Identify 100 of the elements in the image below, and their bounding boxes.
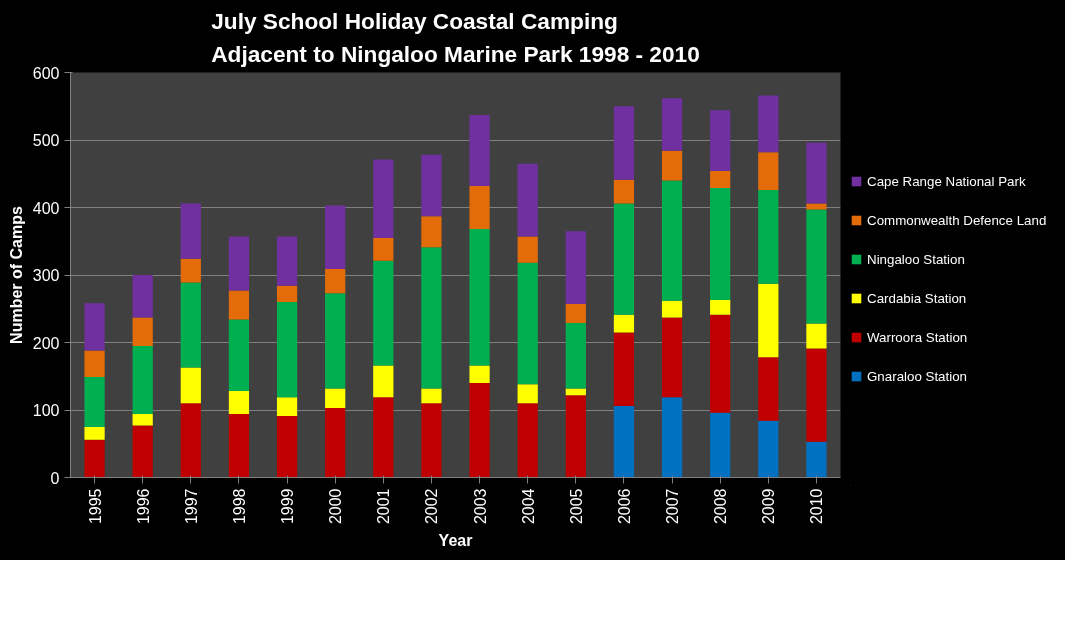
bar	[132, 317, 153, 346]
bar	[758, 283, 779, 358]
x-tick-label: 2001	[375, 488, 393, 525]
bar	[132, 414, 153, 426]
bar	[517, 384, 538, 404]
y-tick-label: 0	[50, 469, 60, 487]
x-tick-label: 1999	[279, 488, 297, 525]
bar	[661, 300, 683, 318]
x-tick-label: 1997	[182, 488, 200, 525]
bar	[806, 323, 827, 349]
y-axis-title: Number of Camps	[7, 206, 25, 344]
legend-label: Commonwealth Defence Land	[867, 212, 1047, 228]
bar	[806, 142, 827, 204]
legend-label: Cape Range National Park	[867, 173, 1026, 189]
bar	[710, 412, 731, 478]
bar	[325, 268, 346, 294]
bar	[276, 302, 298, 398]
bar	[228, 290, 250, 320]
x-tick-label: 2003	[471, 488, 489, 525]
bar	[758, 189, 779, 284]
bar	[613, 314, 635, 333]
bar	[661, 180, 683, 301]
bar	[710, 314, 731, 413]
x-tick-label: 2005	[567, 488, 585, 525]
y-tick-label: 200	[32, 334, 60, 352]
x-tick-label: 1998	[230, 488, 248, 525]
bar	[469, 365, 490, 383]
bar	[421, 403, 442, 478]
bar	[84, 439, 105, 478]
bar	[661, 397, 683, 478]
bar	[469, 115, 490, 186]
x-axis-title: Year	[438, 532, 473, 550]
bar	[469, 229, 490, 366]
bar	[565, 304, 586, 323]
bar	[421, 216, 442, 248]
bar	[84, 350, 105, 377]
bar	[469, 383, 490, 478]
bar	[710, 171, 731, 188]
bar	[373, 260, 394, 366]
x-tick-label: 2010	[808, 488, 826, 525]
bar	[276, 285, 298, 302]
bar	[806, 348, 827, 442]
bar	[661, 98, 683, 151]
bar	[325, 407, 346, 478]
bar	[84, 303, 105, 351]
bar	[373, 397, 394, 478]
bar	[421, 154, 442, 217]
bar	[565, 395, 586, 478]
bar	[613, 179, 635, 204]
bar	[228, 391, 250, 415]
bar	[758, 95, 779, 153]
bar	[180, 403, 201, 478]
x-tick-label: 2007	[664, 488, 682, 525]
bar	[469, 185, 490, 230]
y-tick-label: 100	[32, 402, 60, 419]
bar	[132, 345, 153, 415]
bar	[806, 441, 827, 478]
x-tick-label: 1996	[134, 488, 152, 525]
x-tick-label: 2006	[615, 488, 633, 525]
bar	[373, 237, 394, 261]
bar	[613, 203, 635, 315]
bar	[517, 236, 538, 263]
x-tick-label: 2002	[423, 488, 441, 525]
bar	[84, 426, 105, 440]
bar	[180, 282, 201, 368]
bar	[421, 388, 442, 404]
legend-label: Cardabia Station	[867, 290, 967, 306]
bar	[710, 110, 731, 172]
bar	[710, 187, 731, 300]
bar	[517, 163, 538, 237]
bar	[132, 275, 153, 318]
bar	[132, 425, 153, 478]
y-tick-label: 400	[32, 199, 60, 217]
legend-label: Gnaraloo Station	[867, 368, 968, 384]
x-tick-label: 2008	[712, 488, 730, 525]
bar	[613, 106, 635, 180]
bar	[710, 299, 731, 315]
x-tick-label: 2004	[519, 488, 537, 525]
y-tick-label: 300	[32, 267, 60, 284]
x-tick-label: 2009	[760, 488, 778, 525]
bar	[758, 152, 779, 190]
bar	[758, 420, 779, 478]
legend-label: Ningaloo Station	[867, 251, 965, 267]
chart-title: July School Holiday Coastal Camping Adjacent to Ningaloo Marine Park 1998 - 2010	[211, 7, 700, 68]
bar	[565, 388, 586, 396]
bar	[613, 332, 635, 406]
y-tick-label: 500	[32, 132, 60, 149]
bar	[180, 367, 201, 404]
bar	[373, 365, 394, 398]
bar	[180, 203, 201, 259]
bar	[565, 322, 586, 389]
bar	[613, 405, 635, 478]
bar	[228, 236, 250, 291]
bar	[806, 209, 827, 324]
bar	[661, 150, 683, 181]
y-tick-label: 600	[32, 64, 60, 82]
bar	[325, 293, 346, 389]
bar	[758, 357, 779, 421]
bar	[276, 416, 298, 478]
bar	[661, 317, 683, 398]
